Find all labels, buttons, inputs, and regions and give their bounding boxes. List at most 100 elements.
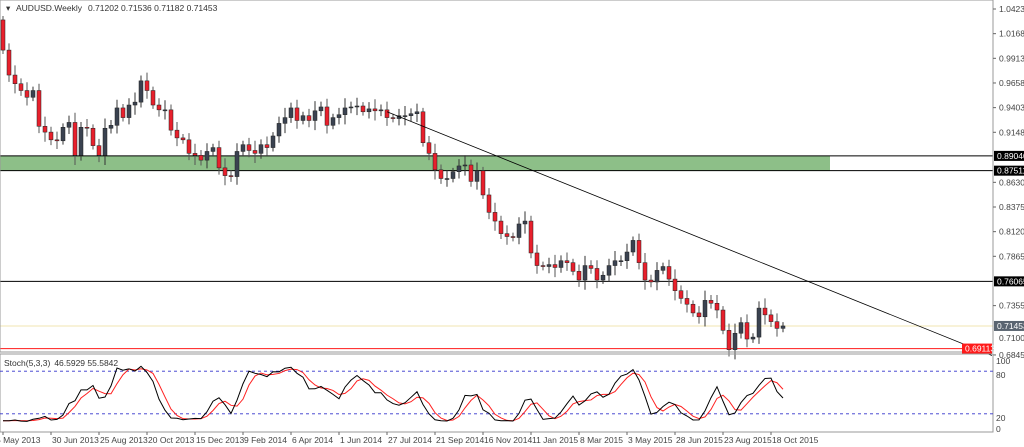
candle-body [132, 101, 138, 106]
candle-body [678, 290, 684, 299]
candle-body [762, 307, 768, 316]
candle [12, 65, 18, 94]
trendline[interactable] [386, 111, 993, 356]
candle-body [576, 271, 582, 281]
candle [474, 162, 480, 190]
candle-body [234, 151, 240, 177]
candle-body [348, 106, 354, 109]
candle [372, 99, 378, 121]
candle-body [180, 137, 186, 141]
stoch-level-20: 20 [996, 413, 1006, 423]
candle [660, 262, 666, 275]
candle-body [570, 262, 576, 272]
candle [570, 258, 576, 276]
candle-body [258, 144, 264, 154]
candle-body [636, 240, 642, 263]
candle [144, 72, 150, 99]
candle-body [462, 164, 468, 167]
candle-body [516, 223, 522, 238]
date-tick-label: 23 Aug 2015 [724, 435, 772, 445]
candle [210, 143, 216, 156]
candle [624, 243, 630, 269]
candle [492, 202, 498, 231]
candle [390, 113, 396, 123]
candle [258, 139, 264, 159]
candle [30, 86, 36, 102]
candle-body [768, 314, 774, 322]
candle-body [660, 266, 666, 271]
candle [150, 86, 156, 109]
candle [762, 298, 768, 325]
candle-body [54, 139, 60, 142]
collapse-arrow-icon[interactable]: ▾ [6, 3, 11, 13]
stoch-level-80: 80 [996, 370, 1006, 380]
stoch-values: 46.5929 55.5842 [54, 358, 118, 368]
candle-body [330, 117, 336, 126]
candle-body [6, 49, 12, 76]
candle-body [690, 303, 696, 314]
candle-body [264, 144, 270, 148]
stoch-pane-border [0, 353, 994, 433]
candle [612, 251, 618, 276]
support-zone[interactable] [0, 155, 830, 171]
candle [42, 116, 48, 142]
candle-body [498, 220, 504, 234]
stoch-signal-line [2, 368, 784, 422]
candle [438, 164, 444, 184]
candle [546, 257, 552, 274]
candle [444, 170, 450, 187]
candle-body [624, 251, 630, 261]
candle [684, 290, 690, 313]
candle [24, 82, 30, 106]
candle-body [582, 265, 588, 281]
candle [270, 132, 276, 152]
candle-body [648, 279, 654, 283]
candle-body [300, 115, 306, 121]
candle [486, 188, 492, 220]
candle [84, 119, 90, 137]
candle-body [342, 107, 348, 115]
candle [108, 120, 114, 134]
candle-body [48, 131, 54, 141]
date-tick-label: 20 Oct 2013 [148, 435, 195, 445]
candle [714, 295, 720, 319]
candle-body [276, 123, 282, 137]
price-tick-label: 0.83755 [999, 202, 1024, 212]
candle [78, 121, 84, 161]
candle-body [696, 312, 702, 318]
candle-body [30, 90, 36, 98]
price-label-box [994, 320, 1024, 331]
candle [336, 107, 342, 125]
candle-body [780, 325, 786, 329]
candle [102, 118, 108, 165]
candle [240, 140, 246, 156]
candle-body [12, 74, 18, 84]
candle [330, 113, 336, 130]
candle [480, 166, 486, 199]
candle [246, 137, 252, 158]
candle [732, 323, 738, 360]
stoch-level-0: 0 [996, 424, 1001, 434]
date-tick-label: 28 Jun 2015 [676, 435, 723, 445]
date-tick-label: 3 May 2015 [628, 435, 673, 445]
date-tick-label: 30 Jun 2013 [52, 435, 99, 445]
candle-body [426, 142, 432, 154]
candle-body [174, 129, 180, 139]
candle-body [354, 105, 360, 108]
candle [582, 255, 588, 290]
price-tick-label: 0.68455 [999, 350, 1024, 360]
candle [126, 98, 132, 125]
candle [768, 309, 774, 327]
candle [378, 104, 384, 117]
candle [384, 101, 390, 126]
candle-body [672, 278, 678, 291]
candle-body [60, 127, 66, 142]
candle-body [198, 155, 204, 161]
candle-body [210, 147, 216, 152]
candle [432, 143, 438, 180]
candle-body [666, 266, 672, 280]
candle-body [444, 178, 450, 180]
